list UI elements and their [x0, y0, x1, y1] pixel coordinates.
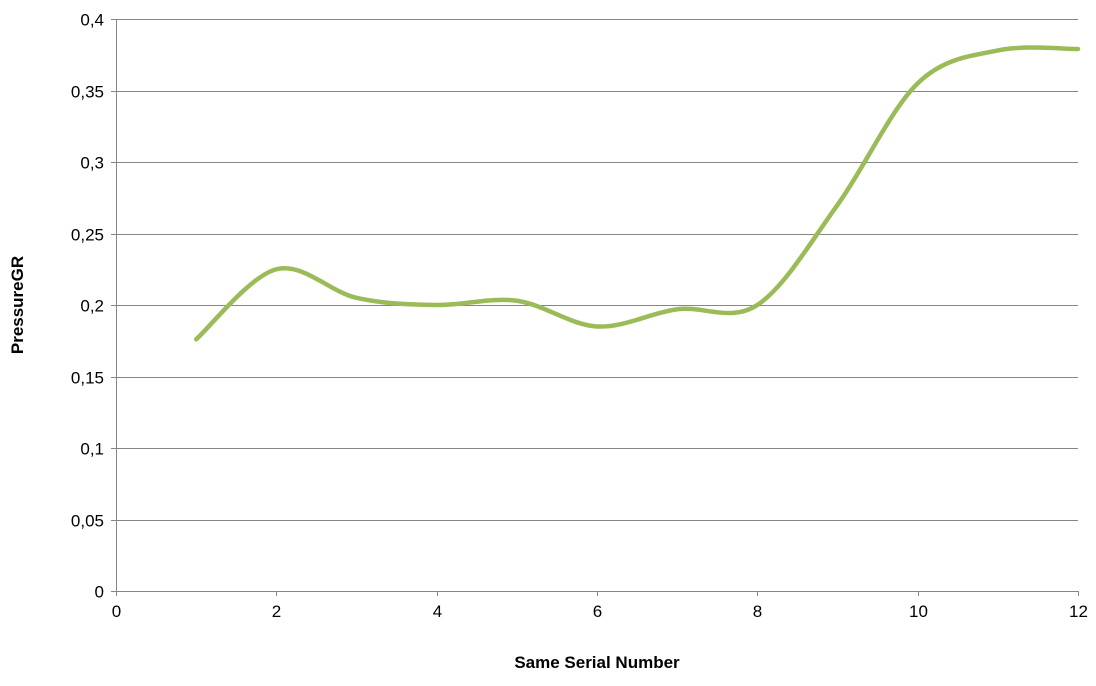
y-axis-title: PressureGR — [8, 256, 27, 354]
x-tick-label: 10 — [909, 602, 928, 621]
y-tick-label: 0 — [95, 583, 104, 602]
tick-labels: 0 0,05 0,1 0,15 0,2 0,25 0,3 0,35 0,4 0 2 4 6 8 10 12 — [71, 11, 1088, 622]
y-tick-label: 0,1 — [80, 440, 104, 459]
x-tick-label: 6 — [593, 602, 602, 621]
y-tick-label: 0,35 — [71, 83, 104, 102]
series-layer — [193, 45, 1081, 342]
y-tick-label: 0,4 — [80, 11, 104, 30]
y-tick-label: 0,2 — [80, 297, 104, 316]
axes — [111, 19, 1079, 596]
x-axis-title: Same Serial Number — [514, 653, 680, 672]
x-tick-label: 8 — [753, 602, 762, 621]
x-tick-label: 12 — [1069, 602, 1088, 621]
x-tick-label: 4 — [433, 602, 442, 621]
series-line — [193, 45, 1081, 342]
y-tick-label: 0,25 — [71, 226, 104, 245]
y-tick-label: 0,05 — [71, 512, 104, 531]
x-tick-label: 0 — [112, 602, 121, 621]
y-tick-label: 0,15 — [71, 369, 104, 388]
y-tick-label: 0,3 — [80, 154, 104, 173]
x-tick-label: 2 — [272, 602, 281, 621]
gridlines — [116, 19, 1078, 521]
